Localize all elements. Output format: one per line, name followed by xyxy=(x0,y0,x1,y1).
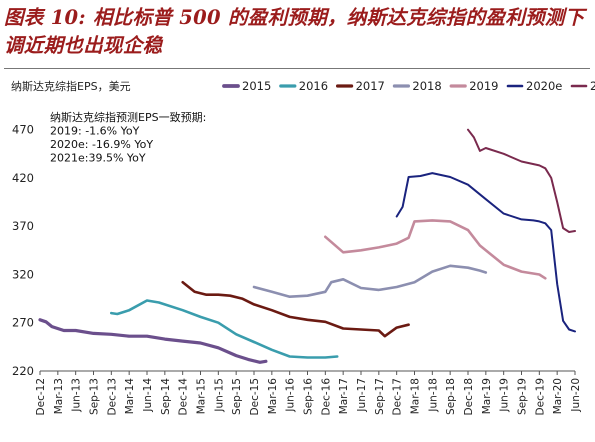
legend-label-2015: 2015 xyxy=(242,79,271,93)
x-tick-label: Jun-20 xyxy=(570,378,582,413)
x-tick-label: Jun-13 xyxy=(71,378,83,413)
x-tick-label: Dec-15 xyxy=(249,378,261,415)
legend-label-2019: 2019 xyxy=(469,79,498,93)
annotation-line: 2020e: -16.9% YoY xyxy=(50,138,153,151)
x-tick-label: Jun-15 xyxy=(213,378,225,413)
series-line-2015 xyxy=(38,318,268,364)
units-label: 纳斯达克综指EPS，美元 xyxy=(11,79,131,93)
legend-label-2017: 2017 xyxy=(356,79,385,93)
x-tick-label: Jun-16 xyxy=(285,378,297,413)
x-tick-label: Jun-17 xyxy=(356,378,368,413)
chart-area: 220 270 320 370 420 470 Dec-12 Mar-13 Jun-13 Sep-… xyxy=(0,70,595,438)
x-tick-label: Jun-19 xyxy=(499,378,511,413)
series-line-2020e xyxy=(395,172,576,333)
y-tick-label: 370 xyxy=(12,219,34,233)
series-line-2016 xyxy=(110,299,339,359)
legend-group: 2015 2016 2017 2018 2019 2020e 2021e xyxy=(222,79,595,93)
y-tick-label: 420 xyxy=(12,171,34,185)
x-tick-label: Mar-13 xyxy=(53,378,65,414)
series-line-2018 xyxy=(252,264,488,298)
legend-label-2020e: 2020e xyxy=(526,79,562,93)
series-line-2021e xyxy=(467,128,576,233)
x-tick-label: Dec-16 xyxy=(320,378,332,416)
x-tick-label: Dec-14 xyxy=(178,378,190,416)
legend-label-2018: 2018 xyxy=(412,79,441,93)
y-tick-label: 220 xyxy=(12,364,34,378)
figure-title: 图表 10: 相比标普 500 的盈利预期，纳斯达克综指的盈利预测下调近期也出现… xyxy=(4,6,585,57)
axes-group: 220 270 320 370 420 470 Dec-12 Mar-13 Jun-13 Sep-… xyxy=(12,123,582,416)
annotation-line: 2019: -1.6% YoY xyxy=(50,125,140,138)
x-tick-label: Sep-18 xyxy=(445,378,457,415)
x-tick-label: Sep-13 xyxy=(89,378,101,415)
annotation-line: 纳斯达克综指预测EPS一致预期: xyxy=(50,110,206,124)
annotation-line: 2021e:39.5% YoY xyxy=(50,152,146,165)
x-tick-label: Sep-14 xyxy=(160,378,172,415)
x-tick-label: Jun-18 xyxy=(427,378,439,413)
x-tick-label: Mar-18 xyxy=(410,378,422,414)
y-tick-label: 270 xyxy=(12,316,34,330)
x-tick-label: Mar-14 xyxy=(124,378,136,415)
y-tick-label: 320 xyxy=(12,267,34,281)
legend-label-2016: 2016 xyxy=(299,79,328,93)
legend-label-2021e: 2021e xyxy=(590,79,595,93)
series-line-2019 xyxy=(324,219,547,280)
x-tick-label: Mar-20 xyxy=(552,378,564,414)
x-tick-label: Dec-12 xyxy=(35,378,47,415)
x-tick-label: Sep-19 xyxy=(517,378,529,415)
title-rule xyxy=(4,68,590,69)
series-line-2017 xyxy=(181,280,410,338)
x-tick-label: Dec-19 xyxy=(534,378,546,415)
x-tick-label: Mar-16 xyxy=(267,378,279,415)
x-tick-label: Jun-14 xyxy=(142,378,154,413)
x-tick-label: Mar-19 xyxy=(481,378,493,414)
x-tick-label: Sep-15 xyxy=(231,378,243,415)
x-tick-label: Mar-15 xyxy=(196,378,208,414)
x-tick-label: Dec-18 xyxy=(463,378,475,415)
x-tick-label: Sep-17 xyxy=(374,378,386,415)
series-group xyxy=(38,128,576,364)
x-tick-label: Mar-17 xyxy=(338,378,350,414)
y-tick-label: 470 xyxy=(12,123,34,137)
x-tick-label: Dec-17 xyxy=(392,378,404,415)
x-tick-label: Dec-13 xyxy=(106,378,118,415)
x-tick-label: Sep-16 xyxy=(303,378,315,415)
eps-line-chart: 220 270 320 370 420 470 Dec-12 Mar-13 Jun-13 Sep-… xyxy=(11,79,595,416)
